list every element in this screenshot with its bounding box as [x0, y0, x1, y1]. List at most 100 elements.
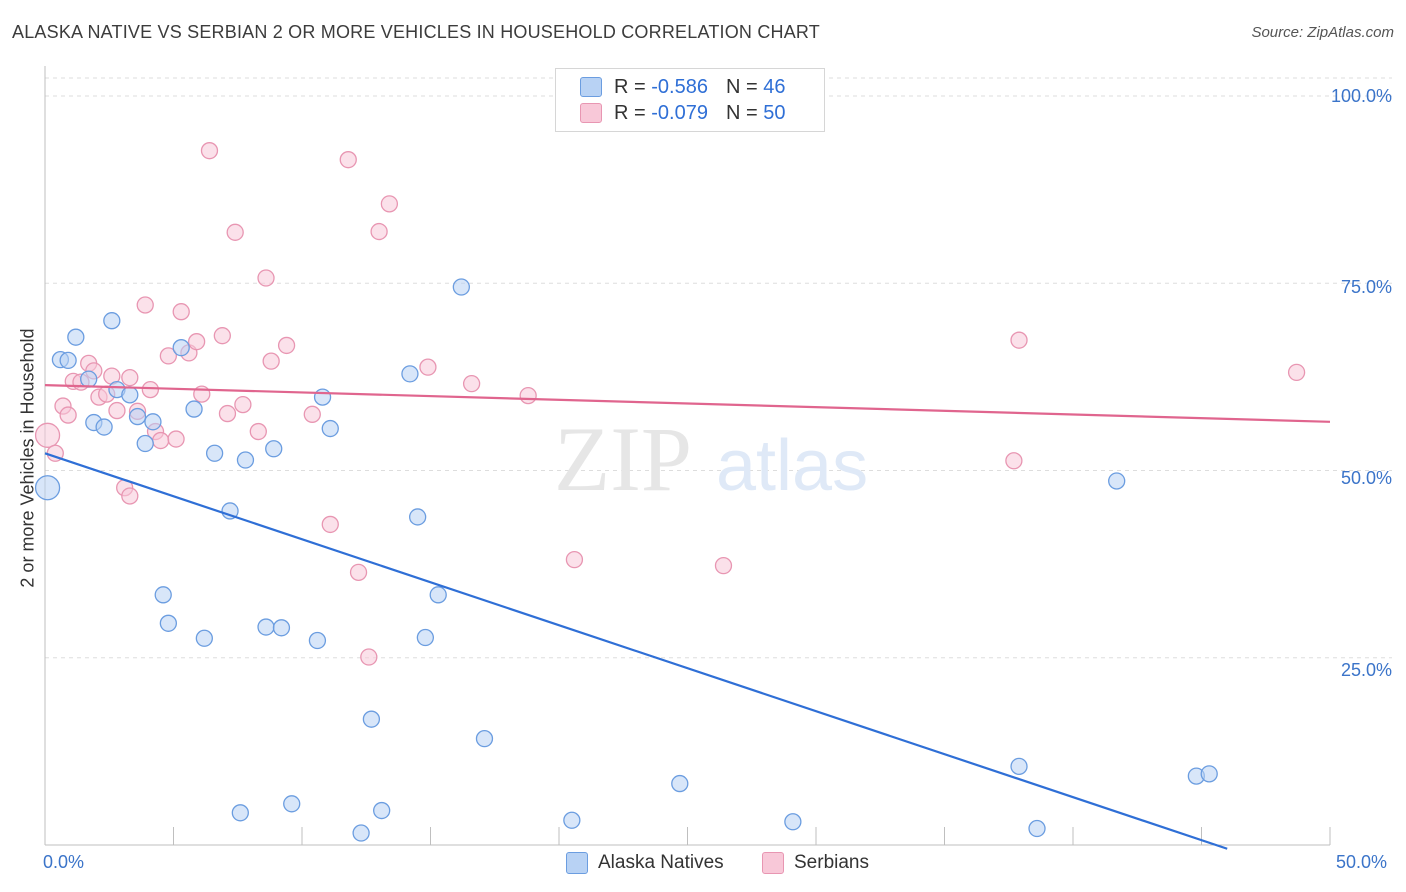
serbians-point: [1010, 331, 1028, 349]
serbians-point: [34, 422, 61, 448]
serbians-point: [277, 336, 296, 355]
legend-label-alaska-natives: Alaska Natives: [598, 852, 724, 873]
n-label: N =: [725, 101, 758, 124]
serbians-point: [187, 333, 206, 351]
serbians-swatch: [580, 103, 602, 123]
alaska-natives-point: [80, 370, 98, 388]
serbians-point: [349, 563, 368, 582]
watermark-zip: ZIP: [554, 408, 692, 510]
alaska-natives-point: [265, 440, 283, 458]
serbians-point: [380, 195, 399, 213]
alaska-natives-legend-swatch: [566, 852, 588, 874]
serbians-point: [121, 368, 139, 387]
legend-item-alaska-natives[interactable]: Alaska Natives: [566, 852, 724, 874]
alaska-natives-point: [401, 365, 419, 383]
alaska-natives-point: [128, 407, 147, 426]
alaska-natives-point: [95, 418, 113, 436]
alaska-natives-point: [321, 419, 339, 438]
legend-row-serbians: R = -0.079 N = 50: [580, 100, 785, 126]
alaska-natives-point: [352, 824, 370, 842]
alaska-natives-point: [1028, 819, 1046, 838]
r-label: R =: [614, 75, 646, 98]
serbians-point: [141, 380, 160, 399]
serbians-point: [234, 395, 252, 414]
serbians-point: [200, 142, 219, 160]
x-tick-label-max: 50.0%: [1336, 852, 1388, 872]
serbians-point: [419, 358, 437, 376]
n-label: N =: [725, 75, 758, 98]
axes: [44, 66, 1331, 846]
alaska-natives-point: [784, 813, 802, 831]
serbians-point: [360, 648, 378, 666]
alaska-natives-point: [257, 618, 275, 636]
serbians-legend-swatch: [762, 852, 784, 874]
alaska-natives-point: [136, 434, 154, 453]
alaska-natives-points: [34, 278, 1218, 842]
alaska-natives-point: [313, 388, 332, 406]
alaska-natives-point: [671, 774, 689, 793]
serbians-point: [167, 430, 185, 448]
alaska-natives-point: [1108, 472, 1126, 490]
alaska-natives-point: [231, 804, 249, 822]
alaska-natives-point: [272, 619, 291, 637]
legend-row-alaska-natives: R = -0.586 N = 46: [580, 74, 785, 100]
alaska-natives-point: [308, 631, 327, 650]
alaska-natives-point: [283, 795, 301, 813]
alaska-natives-point: [1010, 757, 1028, 776]
y-tick-label-75: 75.0%: [1340, 277, 1392, 297]
alaska-natives-point: [67, 328, 85, 346]
x-tick-label-min: 0.0%: [43, 852, 85, 872]
alaska-natives-point: [172, 339, 190, 357]
stats-legend: R = -0.586 N = 46 R = -0.079 N = 50: [555, 68, 825, 132]
n-value: 50: [763, 101, 786, 124]
alaska-natives-point: [144, 413, 162, 431]
alaska-natives-point: [154, 586, 172, 604]
alaska-natives-point: [185, 400, 203, 418]
serbians-point: [462, 374, 481, 393]
alaska-natives-swatch: [580, 77, 602, 97]
serbians-point: [213, 327, 231, 345]
chart-title: ALASKA NATIVE VS SERBIAN 2 OR MORE VEHIC…: [12, 22, 820, 42]
alaska-natives-point: [452, 278, 470, 296]
alaska-natives-point: [205, 444, 224, 462]
serbians-point: [136, 296, 154, 314]
legend-label-serbians: Serbians: [794, 852, 869, 873]
serbians-point: [262, 352, 280, 370]
alaska-natives-point: [195, 629, 213, 647]
alaska-natives-point: [373, 801, 391, 820]
serbians-point: [108, 401, 126, 420]
y-tick-label-50: 50.0%: [1340, 468, 1392, 488]
serbians-point: [257, 269, 275, 287]
serbians-point: [249, 422, 267, 441]
alaska-natives-point: [563, 811, 581, 829]
legend-item-serbians[interactable]: Serbians: [762, 852, 869, 874]
source-label: Source: ZipAtlas.com: [1251, 24, 1394, 41]
serbians-point: [159, 347, 178, 365]
serbians-point: [218, 404, 237, 423]
y-tick-label-25: 25.0%: [1340, 660, 1392, 680]
serbians-point: [714, 556, 733, 575]
serbians-point: [226, 223, 244, 241]
serbians-point: [1005, 452, 1023, 470]
alaska-natives-point: [475, 729, 494, 748]
alaska-natives-point: [121, 386, 139, 404]
n-value: 46: [763, 75, 786, 98]
alaska-natives-point: [159, 614, 178, 632]
alaska-natives-point: [408, 508, 427, 526]
trend-lines: [44, 384, 1331, 850]
serbians-point: [565, 550, 584, 569]
serbians-point: [172, 303, 190, 321]
alaska-natives-point: [34, 475, 61, 501]
serbians-point: [151, 431, 170, 450]
alaska-natives-point: [429, 586, 447, 604]
watermark: ZIP atlas: [554, 408, 868, 510]
serbians-point: [339, 151, 357, 169]
serbians-trend-line: [44, 384, 1331, 423]
y-axis-label: 2 or more Vehicles in Household: [17, 328, 38, 588]
alaska-natives-point: [1200, 765, 1218, 783]
serbians-point: [121, 487, 139, 505]
serbians-point: [519, 386, 537, 405]
r-value: -0.586: [651, 75, 708, 98]
y-tick-label-100: 100.0%: [1330, 86, 1392, 106]
